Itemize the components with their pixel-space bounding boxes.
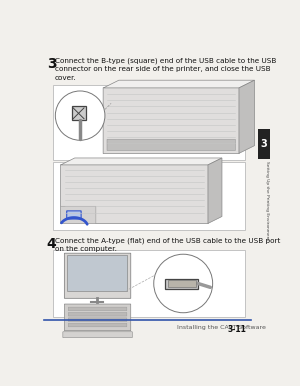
- FancyBboxPatch shape: [64, 304, 131, 331]
- Text: Connect the A-type (flat) end of the USB cable to the USB port
on the computer.: Connect the A-type (flat) end of the USB…: [55, 237, 280, 252]
- FancyBboxPatch shape: [168, 280, 196, 287]
- Text: Installing the CAPT Software: Installing the CAPT Software: [177, 325, 266, 330]
- Text: Connect the B-type (square) end of the USB cable to the USB
connector on the rea: Connect the B-type (square) end of the U…: [55, 57, 276, 81]
- Polygon shape: [61, 158, 222, 165]
- Text: Setting Up the Printing Environment: Setting Up the Printing Environment: [265, 161, 269, 240]
- FancyBboxPatch shape: [68, 318, 127, 322]
- FancyBboxPatch shape: [67, 211, 81, 219]
- FancyBboxPatch shape: [64, 253, 131, 298]
- Polygon shape: [239, 80, 254, 153]
- FancyBboxPatch shape: [165, 279, 198, 289]
- FancyBboxPatch shape: [61, 206, 96, 223]
- Text: 3: 3: [47, 57, 56, 71]
- Polygon shape: [208, 158, 222, 223]
- Circle shape: [55, 91, 105, 140]
- Text: 4: 4: [47, 237, 56, 251]
- FancyBboxPatch shape: [107, 139, 236, 151]
- FancyBboxPatch shape: [61, 165, 208, 223]
- FancyBboxPatch shape: [68, 307, 127, 311]
- FancyBboxPatch shape: [53, 85, 245, 159]
- FancyBboxPatch shape: [68, 256, 128, 291]
- FancyBboxPatch shape: [258, 129, 270, 159]
- FancyBboxPatch shape: [68, 313, 127, 316]
- FancyBboxPatch shape: [53, 162, 245, 230]
- Text: 3: 3: [260, 139, 267, 149]
- FancyBboxPatch shape: [68, 323, 127, 327]
- FancyBboxPatch shape: [103, 88, 239, 154]
- FancyBboxPatch shape: [72, 107, 86, 120]
- FancyBboxPatch shape: [63, 332, 132, 338]
- FancyBboxPatch shape: [53, 250, 245, 317]
- Text: 3-11: 3-11: [228, 325, 247, 334]
- Polygon shape: [103, 80, 254, 88]
- Circle shape: [154, 254, 213, 313]
